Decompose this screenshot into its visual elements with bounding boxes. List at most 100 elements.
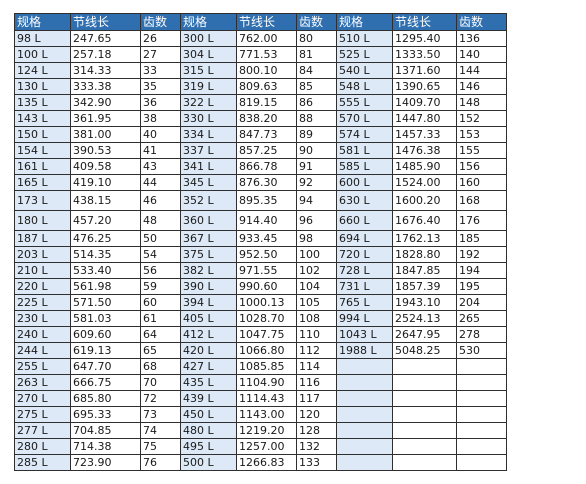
table-row: 210 L 533.40 56 382 L 971.55 102 728 L 1847.85 1… — [14, 262, 507, 279]
cell-teeth: 33 — [140, 62, 181, 79]
cell-pitch-length: 762.00 — [236, 30, 297, 47]
cell-pitch-length: 561.98 — [70, 278, 141, 295]
cell-pitch-length: 1476.38 — [392, 142, 457, 159]
cell-pitch-length: 857.25 — [236, 142, 297, 159]
cell-spec: 525 L — [336, 46, 393, 63]
table-row: 240 L 609.60 64 412 L 1047.75 110 1043 L 2647.9… — [14, 326, 507, 343]
cell-pitch-length: 1219.20 — [236, 422, 297, 439]
cell-pitch-length: 314.33 — [70, 62, 141, 79]
cell-teeth: 108 — [296, 310, 337, 327]
cell-teeth: 36 — [140, 94, 181, 111]
header-spec: 规格 — [14, 13, 71, 31]
cell-teeth: 94 — [296, 190, 337, 211]
cell-teeth: 152 — [456, 110, 507, 127]
cell-teeth: 60 — [140, 294, 181, 311]
cell-teeth: 56 — [140, 262, 181, 279]
cell-spec: 270 L — [14, 390, 71, 407]
cell-spec: 720 L — [336, 246, 393, 263]
cell-spec — [336, 374, 393, 391]
cell-teeth: 112 — [296, 342, 337, 359]
cell-teeth: 76 — [140, 454, 181, 471]
table-row: 135 L 342.90 36 322 L 819.15 86 555 L 1409.70 14… — [14, 94, 507, 111]
table-row: 203 L 514.35 54 375 L 952.50 100 720 L 1828.80 1… — [14, 246, 507, 263]
cell-teeth: 91 — [296, 158, 337, 175]
cell-pitch-length: 1762.13 — [392, 230, 457, 247]
cell-spec: 728 L — [336, 262, 393, 279]
cell-spec: 277 L — [14, 422, 71, 439]
cell-teeth: 54 — [140, 246, 181, 263]
cell-pitch-length — [392, 454, 457, 471]
cell-pitch-length: 838.20 — [236, 110, 297, 127]
spec-table-container: 规格 节线长 齿数 规格 节线长 齿数 规格 节线长 齿数 98 L 247.65… — [14, 13, 507, 471]
cell-teeth: 72 — [140, 390, 181, 407]
cell-spec: 367 L — [180, 230, 237, 247]
cell-teeth: 89 — [296, 126, 337, 143]
cell-pitch-length: 419.10 — [70, 174, 141, 191]
cell-teeth: 156 — [456, 158, 507, 175]
cell-pitch-length: 1295.40 — [392, 30, 457, 47]
cell-teeth: 86 — [296, 94, 337, 111]
cell-pitch-length — [392, 390, 457, 407]
table-row: 130 L 333.38 35 319 L 809.63 85 548 L 1390.65 14… — [14, 78, 507, 95]
cell-pitch-length: 1943.10 — [392, 294, 457, 311]
table-row: 124 L 314.33 33 315 L 800.10 84 540 L 1371.60 14… — [14, 62, 507, 79]
cell-pitch-length: 876.30 — [236, 174, 297, 191]
cell-pitch-length — [392, 438, 457, 455]
cell-teeth: 75 — [140, 438, 181, 455]
cell-teeth: 117 — [296, 390, 337, 407]
table-row: 270 L 685.80 72 439 L 1114.43 117 — [14, 390, 507, 407]
cell-pitch-length: 771.53 — [236, 46, 297, 63]
cell-pitch-length: 1676.40 — [392, 210, 457, 231]
cell-teeth: 195 — [456, 278, 507, 295]
cell-spec: 600 L — [336, 174, 393, 191]
cell-teeth: 265 — [456, 310, 507, 327]
cell-teeth: 148 — [456, 94, 507, 111]
cell-spec: 154 L — [14, 142, 71, 159]
cell-teeth: 46 — [140, 190, 181, 211]
cell-spec: 180 L — [14, 210, 71, 231]
cell-teeth: 102 — [296, 262, 337, 279]
cell-teeth: 27 — [140, 46, 181, 63]
cell-pitch-length: 952.50 — [236, 246, 297, 263]
cell-teeth: 40 — [140, 126, 181, 143]
cell-spec: 263 L — [14, 374, 71, 391]
cell-spec — [336, 406, 393, 423]
cell-spec: 143 L — [14, 110, 71, 127]
cell-pitch-length: 895.35 — [236, 190, 297, 211]
cell-spec: 225 L — [14, 294, 71, 311]
cell-teeth: 85 — [296, 78, 337, 95]
cell-pitch-length: 381.00 — [70, 126, 141, 143]
cell-spec: 382 L — [180, 262, 237, 279]
table-row: 275 L 695.33 73 450 L 1143.00 120 — [14, 406, 507, 423]
cell-spec: 345 L — [180, 174, 237, 191]
table-row: 165 L 419.10 44 345 L 876.30 92 600 L 1524.00 16… — [14, 174, 507, 191]
cell-spec: 304 L — [180, 46, 237, 63]
cell-teeth: 155 — [456, 142, 507, 159]
cell-spec: 555 L — [336, 94, 393, 111]
cell-teeth: 132 — [296, 438, 337, 455]
cell-spec: 495 L — [180, 438, 237, 455]
cell-teeth: 120 — [296, 406, 337, 423]
cell-pitch-length: 476.25 — [70, 230, 141, 247]
header-row: 规格 节线长 齿数 规格 节线长 齿数 规格 节线长 齿数 — [14, 13, 507, 31]
cell-teeth: 43 — [140, 158, 181, 175]
cell-spec: 420 L — [180, 342, 237, 359]
cell-teeth: 84 — [296, 62, 337, 79]
cell-pitch-length: 1457.33 — [392, 126, 457, 143]
cell-spec: 220 L — [14, 278, 71, 295]
cell-teeth: 204 — [456, 294, 507, 311]
cell-pitch-length: 333.38 — [70, 78, 141, 95]
table-row: 225 L 571.50 60 394 L 1000.13 105 765 L 1943.10… — [14, 294, 507, 311]
cell-pitch-length: 695.33 — [70, 406, 141, 423]
cell-spec: 390 L — [180, 278, 237, 295]
cell-teeth — [456, 374, 507, 391]
cell-teeth: 114 — [296, 358, 337, 375]
cell-pitch-length: 581.03 — [70, 310, 141, 327]
cell-pitch-length: 438.15 — [70, 190, 141, 211]
cell-spec: 731 L — [336, 278, 393, 295]
cell-pitch-length: 1028.70 — [236, 310, 297, 327]
cell-teeth: 59 — [140, 278, 181, 295]
cell-teeth: 116 — [296, 374, 337, 391]
header-pitch-length: 节线长 — [70, 13, 141, 31]
timing-belt-spec-table: 规格 节线长 齿数 规格 节线长 齿数 规格 节线长 齿数 98 L 247.65… — [14, 13, 507, 471]
